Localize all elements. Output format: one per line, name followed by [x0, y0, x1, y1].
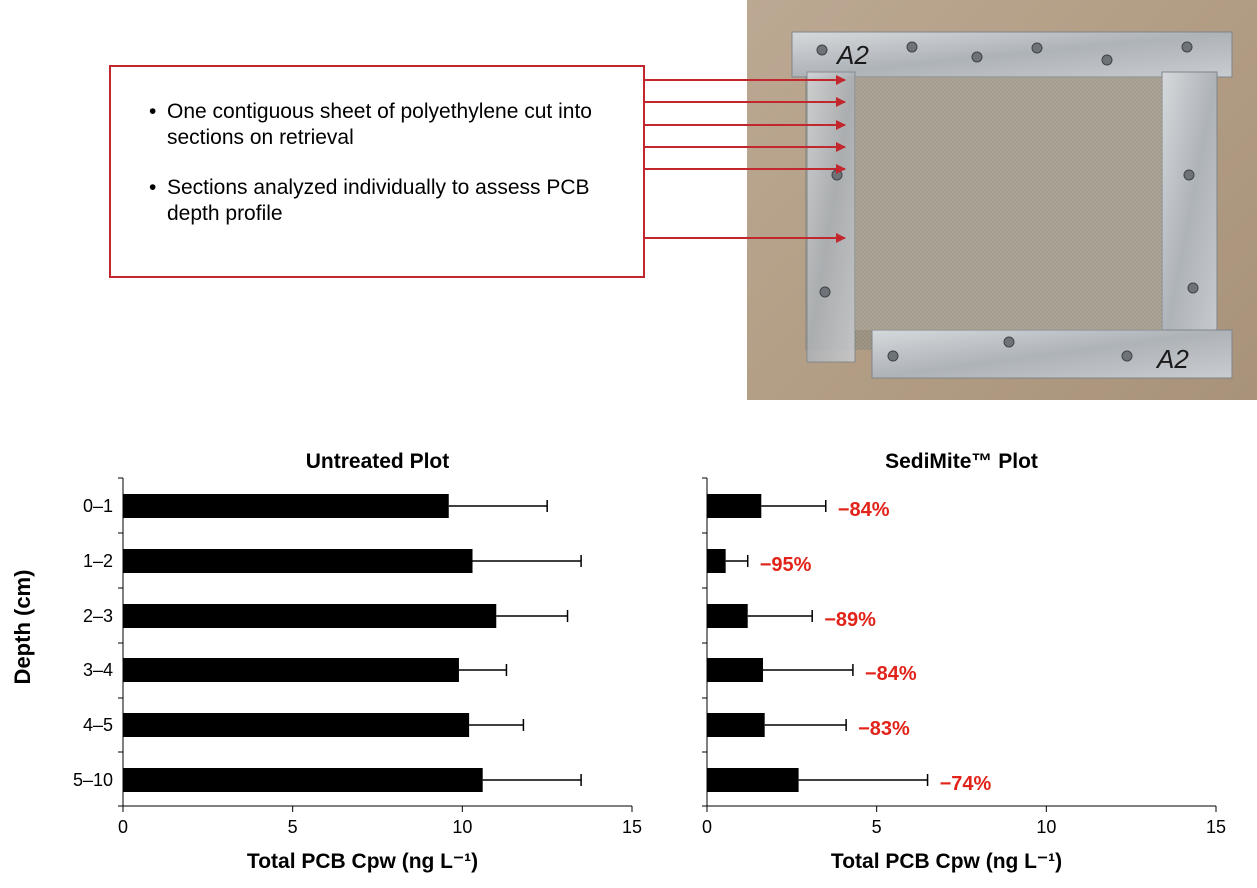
- bar: [123, 494, 449, 518]
- bar: [123, 713, 470, 737]
- photo-label: A2: [1155, 344, 1189, 374]
- bar: [123, 604, 497, 628]
- sampler-photo: A2 A2: [747, 0, 1257, 400]
- frame-left: [806, 71, 856, 363]
- bar: [707, 768, 799, 792]
- reduction-label: −84%: [838, 499, 890, 521]
- category-label: 0–1: [83, 496, 113, 516]
- reduction-label: −74%: [940, 773, 992, 795]
- mesh-window: [855, 77, 1162, 330]
- mesh-screen: [805, 50, 1215, 350]
- x-tick-label: 10: [1036, 817, 1056, 837]
- untreated-chart: Untreated Plot 0 5 10 15 Total PCB Cpw (ng L⁻…: [73, 450, 642, 873]
- callout-bullet-text: Sections analyzed individually to assess…: [167, 176, 590, 225]
- x-tick-label: 5: [872, 817, 882, 837]
- bar: [707, 604, 748, 628]
- x-axis-label: Total PCB Cpw (ng L⁻¹): [247, 850, 478, 873]
- callout-arrows: [645, 75, 846, 243]
- bar: [707, 713, 765, 737]
- bar: [123, 658, 459, 682]
- x-tick-label: 15: [1206, 817, 1226, 837]
- reduction-label: −95%: [760, 554, 812, 576]
- reduction-label: −84%: [865, 663, 917, 685]
- reduction-label: −83%: [858, 718, 910, 740]
- callout-bullets: One contiguous sheet of polyethylene cut…: [149, 99, 639, 251]
- bar: [707, 494, 762, 518]
- chart-title: Untreated Plot: [306, 450, 450, 473]
- y-axis-label: Depth (cm): [10, 570, 35, 685]
- reduction-label: −89%: [824, 609, 876, 631]
- callout-bullet-text: One contiguous sheet of polyethylene cut…: [167, 100, 592, 149]
- callout-bullet: Sections analyzed individually to assess…: [149, 175, 639, 227]
- chart-title: SediMite™ Plot: [885, 450, 1038, 473]
- sedimite-chart: SediMite™ Plot 0 5 10 15 Total PCB Cpw (ng L⁻…: [702, 450, 1226, 873]
- bar-charts: Untreated Plot 0 5 10 15 Total PCB Cpw (ng L⁻…: [73, 450, 1226, 873]
- frame-holes: [816, 41, 1199, 362]
- category-label: 2–3: [83, 606, 113, 626]
- x-axis-label: Total PCB Cpw (ng L⁻¹): [831, 850, 1062, 873]
- callout-box: One contiguous sheet of polyethylene cut…: [109, 65, 645, 278]
- callout-bullet: One contiguous sheet of polyethylene cut…: [149, 99, 639, 151]
- sampler-frame-drawing: A2 A2: [791, 31, 1233, 379]
- category-label: 4–5: [83, 715, 113, 735]
- x-tick-label: 10: [452, 817, 472, 837]
- frame-bottom: [871, 329, 1233, 379]
- category-label: 5–10: [73, 770, 113, 790]
- x-tick-label: 15: [622, 817, 642, 837]
- bar: [123, 549, 473, 573]
- category-label: 3–4: [83, 660, 113, 680]
- bar: [707, 658, 763, 682]
- photo-label: A2: [835, 40, 869, 70]
- bar: [123, 768, 483, 792]
- x-tick-label: 0: [118, 817, 128, 837]
- bar: [707, 549, 726, 573]
- x-tick-label: 0: [702, 817, 712, 837]
- category-label: 1–2: [83, 551, 113, 571]
- frame-top: [791, 31, 1233, 78]
- x-tick-label: 5: [288, 817, 298, 837]
